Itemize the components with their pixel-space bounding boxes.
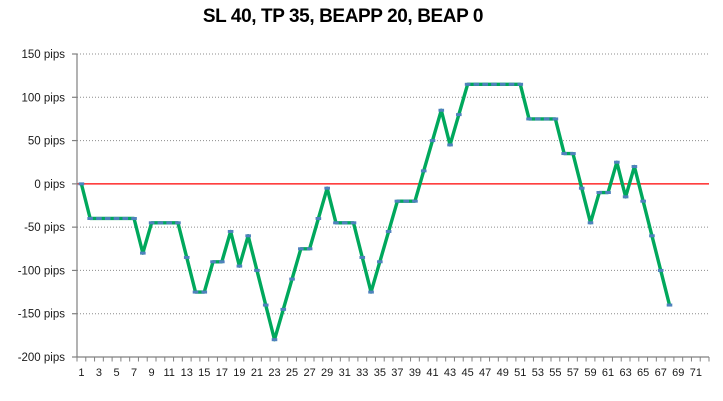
x-axis-tick-label: 31 — [339, 367, 351, 379]
x-axis-tick-label: 67 — [655, 367, 667, 379]
x-axis-tick-label: 45 — [461, 367, 473, 379]
x-axis-tick-label: 25 — [286, 367, 298, 379]
x-axis-tick-label: 63 — [619, 367, 631, 379]
x-axis-tick-label: 35 — [374, 367, 386, 379]
x-axis-tick-label: 61 — [602, 367, 614, 379]
x-axis-tick-label: 27 — [303, 367, 315, 379]
y-axis-tick-label: -150 pips — [18, 309, 66, 321]
x-axis-tick-label: 17 — [216, 367, 228, 379]
y-axis-tick-label: 100 pips — [22, 92, 66, 104]
x-axis-tick-label: 9 — [149, 367, 155, 379]
x-axis-tick-label: 47 — [479, 367, 491, 379]
x-axis-tick-label: 3 — [96, 367, 102, 379]
x-axis-tick-label: 7 — [131, 367, 137, 379]
x-axis-tick-label: 53 — [532, 367, 544, 379]
x-axis-tick-label: 71 — [690, 367, 702, 379]
x-axis-tick-label: 51 — [514, 367, 526, 379]
x-axis-tick-label: 55 — [549, 367, 561, 379]
x-axis-tick-label: 33 — [356, 367, 368, 379]
x-axis-tick-label: 21 — [251, 367, 263, 379]
x-axis-tick-label: 29 — [321, 367, 333, 379]
x-axis-tick-label: 1 — [78, 367, 84, 379]
chart-title: SL 40, TP 35, BEAPP 20, BEAP 0 — [202, 6, 484, 27]
x-axis-tick-label: 5 — [113, 367, 119, 379]
x-axis-tick-label: 69 — [672, 367, 684, 379]
x-axis-tick-label: 43 — [444, 367, 456, 379]
x-axis-tick-label: 19 — [233, 367, 245, 379]
x-axis-tick-label: 13 — [181, 367, 193, 379]
x-axis-tick-label: 15 — [198, 367, 210, 379]
y-axis-tick-label: 150 pips — [22, 49, 66, 61]
x-axis-tick-label: 37 — [391, 367, 403, 379]
x-axis-tick-label: 65 — [637, 367, 649, 379]
x-axis-tick-label: 57 — [567, 367, 579, 379]
x-axis-tick-label: 39 — [409, 367, 421, 379]
series-line — [79, 82, 672, 342]
x-axis-tick-label: 41 — [426, 367, 438, 379]
x-axis-tick-label: 49 — [497, 367, 509, 379]
y-axis-tick-label: 0 pips — [34, 179, 65, 191]
x-axis-tick-label: 23 — [268, 367, 280, 379]
x-axis-tick-label: 11 — [163, 367, 174, 379]
y-axis-tick-label: -100 pips — [18, 265, 66, 277]
y-axis-tick-label: -200 pips — [18, 352, 66, 364]
y-axis-tick-label: -50 pips — [24, 222, 65, 234]
x-axis-tick-label: 59 — [584, 367, 596, 379]
y-axis-tick-label: 50 pips — [28, 136, 65, 148]
